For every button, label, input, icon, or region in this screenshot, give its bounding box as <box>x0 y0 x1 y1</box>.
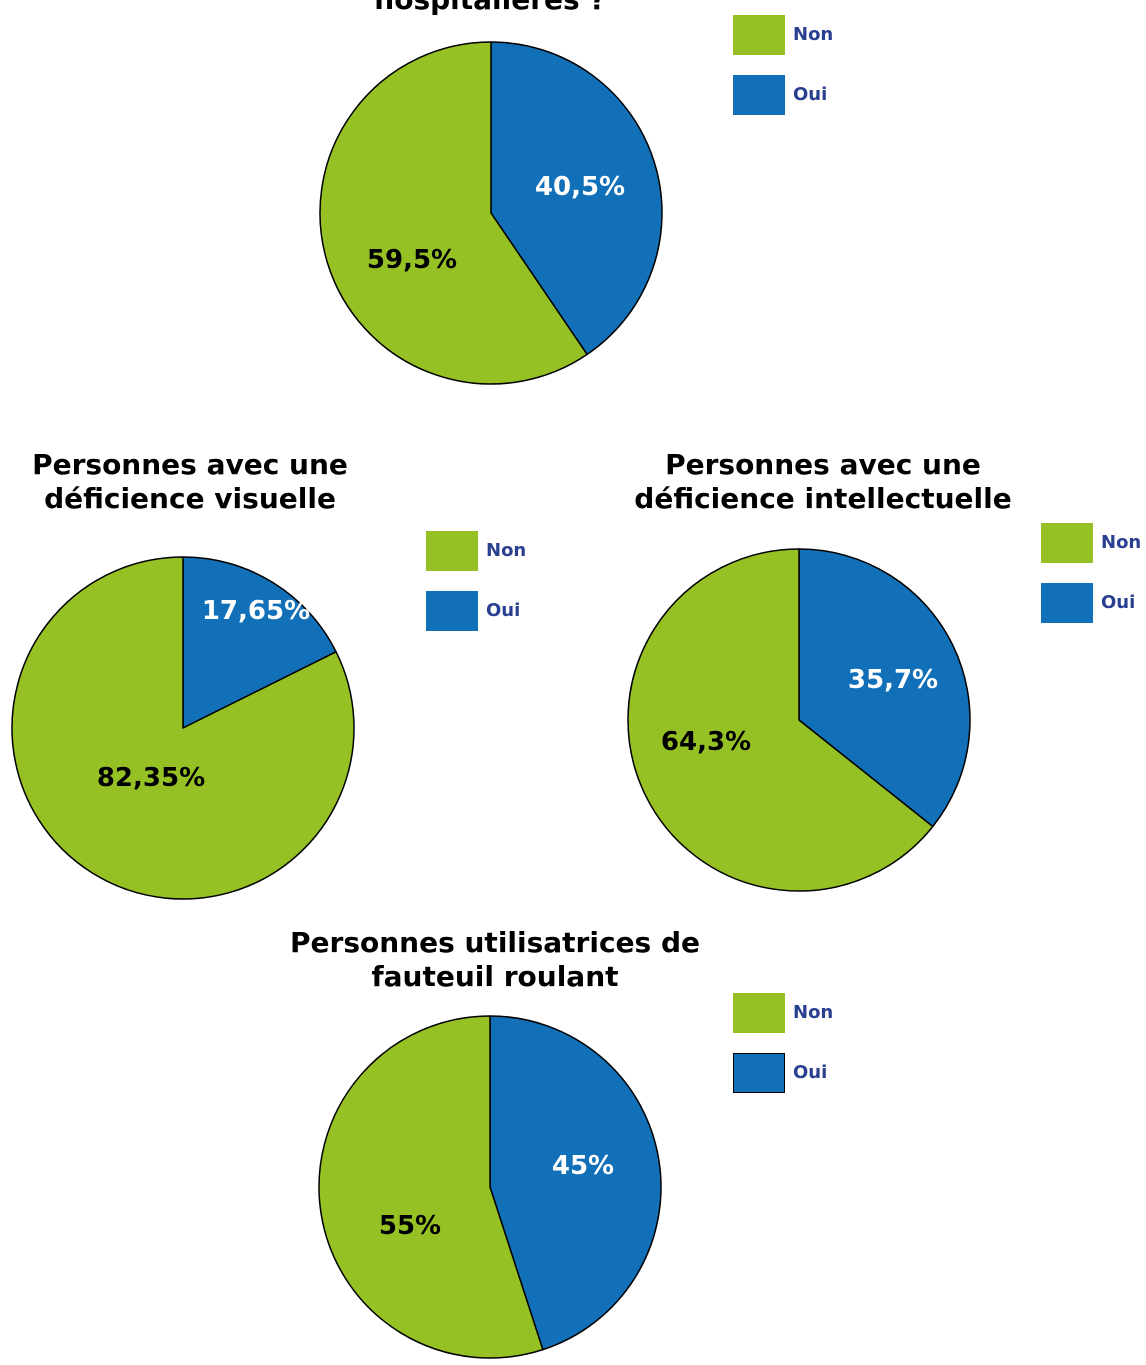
slice-label-non: 82,35% <box>97 763 205 793</box>
chart-4-title-line-1: Personnes utilisatrices de <box>290 926 700 959</box>
pie-slice-oui <box>489 1015 662 1351</box>
slice-label-oui: 40,5% <box>535 172 625 202</box>
slice-label-non: 64,3% <box>661 727 751 757</box>
chart-4-pie: 45% 55% <box>318 1015 662 1359</box>
legend-label-non: Non <box>793 1002 834 1023</box>
legend-swatch-oui <box>733 75 785 115</box>
slice-label-non: 59,5% <box>367 245 457 275</box>
pie-slice-oui <box>182 556 337 729</box>
legend-label-oui: Oui <box>793 84 828 105</box>
legend-swatch-non <box>426 531 478 571</box>
legend-label-oui: Oui <box>486 600 521 621</box>
slice-label-oui: 17,65% <box>202 596 310 626</box>
legend-label-non: Non <box>486 540 527 561</box>
pie-slice-non <box>318 1015 544 1359</box>
legend-label-oui: Oui <box>1101 592 1136 613</box>
legend-swatch-non <box>733 15 785 55</box>
chart-2-title: Personnes avec une déficience visuelle <box>0 448 380 516</box>
chart-2-pie: 17,65% 82,35% <box>11 556 355 900</box>
legend-swatch-non <box>1041 523 1093 563</box>
slice-label-non: 55% <box>379 1211 441 1241</box>
pie-slice-non <box>11 556 355 900</box>
slice-label-oui: 35,7% <box>848 665 938 695</box>
chart-1-title-line: hospitalières ? <box>290 0 690 17</box>
chart-3-pie: 35,7% 64,3% <box>627 548 971 892</box>
legend-label-oui: Oui <box>793 1062 828 1083</box>
chart-3-title-line-1: Personnes avec une <box>665 448 981 481</box>
legend-label-non: Non <box>793 24 834 45</box>
pie-slice-oui <box>798 548 971 828</box>
chart-3-title-line-2: déficience intellectuelle <box>634 482 1012 515</box>
pie-slice-non <box>627 548 934 892</box>
chart-2-title-line-2: déficience visuelle <box>44 482 336 515</box>
slice-label-oui: 45% <box>552 1151 614 1181</box>
legend-swatch-oui <box>733 1053 785 1093</box>
legend-label-non: Non <box>1101 532 1142 553</box>
chart-1-title: hospitalières ? <box>290 0 690 17</box>
chart-4-title-line-2: fauteuil roulant <box>371 960 619 993</box>
legend-swatch-oui <box>426 591 478 631</box>
legend-swatch-non <box>733 993 785 1033</box>
chart-1-pie: 40,5% 59,5% <box>319 41 663 385</box>
pie-slice-non <box>319 41 588 385</box>
pie-slice-oui <box>490 41 663 356</box>
chart-4-title: Personnes utilisatrices de fauteuil roul… <box>260 926 730 994</box>
chart-2-title-line-1: Personnes avec une <box>32 448 348 481</box>
legend-swatch-oui <box>1041 583 1093 623</box>
chart-3-title: Personnes avec une déficience intellectu… <box>608 448 1038 516</box>
